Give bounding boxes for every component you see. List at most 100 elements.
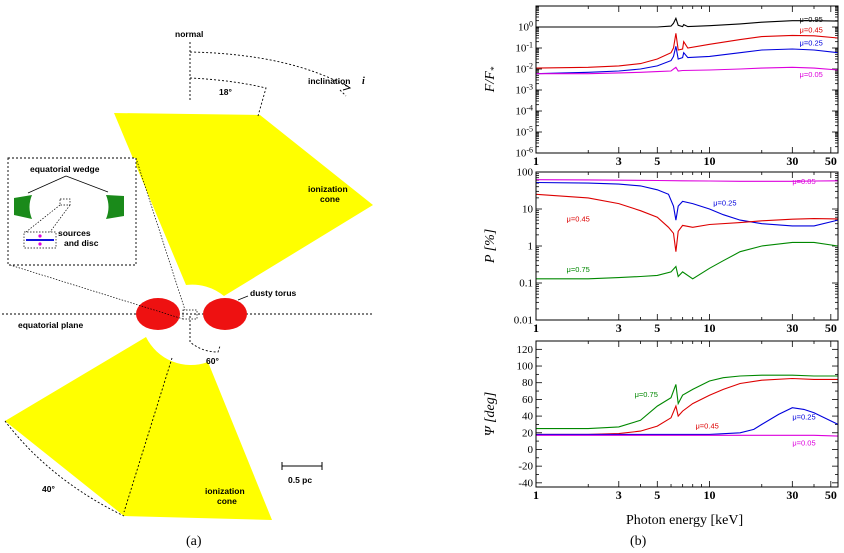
y-tick-label: -20 xyxy=(518,461,533,473)
dusty-torus-left xyxy=(136,298,180,330)
panel-frame xyxy=(535,5,839,154)
x-tick-label: 10 xyxy=(704,488,716,502)
x-tick-label: 3 xyxy=(616,154,622,168)
lower-cone-arc xyxy=(4,420,125,517)
series-line-polarization-0 xyxy=(536,179,838,182)
caption-b: (b) xyxy=(630,534,647,549)
arc-60-deg xyxy=(189,316,221,353)
y-tick-label: 60 xyxy=(522,394,534,406)
series-line-flux-1 xyxy=(536,33,838,69)
y-tick-label: 10-3 xyxy=(515,83,533,97)
series-label: μ=0.45 xyxy=(567,214,590,223)
panel-frame xyxy=(535,340,839,488)
central-region-box xyxy=(182,309,198,320)
x-tick-label: 50 xyxy=(825,321,837,335)
series-line-flux-2 xyxy=(536,46,838,75)
panel-flux: 1 3 5 10 30 50 10-6 10-5 10-4 10-3 10-2 10-1 100 μ=0.… xyxy=(483,5,839,168)
label-and-disc: and disc xyxy=(64,238,99,248)
x-tick-label: 50 xyxy=(825,488,837,502)
wedge-leader-left xyxy=(27,175,67,194)
y-tick-label: 100 xyxy=(518,20,533,34)
x-tick-label: 3 xyxy=(616,321,622,335)
caption-a: (a) xyxy=(186,534,202,549)
label-inclination: inclination xyxy=(308,76,351,86)
y-tick-label: 10 xyxy=(522,204,534,216)
upper-ionization-cone xyxy=(114,113,373,296)
inclination-pointer xyxy=(339,89,347,97)
y-tick-label: 0.1 xyxy=(519,278,533,290)
series-label: μ=0.45 xyxy=(800,25,823,34)
x-tick-label: 5 xyxy=(654,321,660,335)
panel-angle: 1 3 5 10 30 50 -40 -20 0 20 40 60 80 100 120 μ=0.75 μ=0.… xyxy=(483,340,839,502)
series-label: μ=0.25 xyxy=(800,39,823,48)
series-label: μ=0.05 xyxy=(792,438,815,447)
source-upper xyxy=(38,234,42,238)
series-line-flux-0 xyxy=(536,16,838,28)
y-axis-label: F/F* xyxy=(483,66,499,93)
label-ionization-cone-bottom-2: cone xyxy=(217,496,237,506)
label-equatorial-wedge: equatorial wedge xyxy=(30,164,100,174)
x-tick-label: 30 xyxy=(786,488,798,502)
y-tick-label: 100 xyxy=(517,361,534,373)
x-tick-label: 1 xyxy=(533,488,539,502)
series-label: μ=0.05 xyxy=(792,177,815,186)
x-tick-label: 1 xyxy=(533,154,539,168)
series-label: μ=0.25 xyxy=(713,198,736,207)
source-lower xyxy=(38,242,42,246)
inclination-arc xyxy=(189,51,351,89)
series-line-angle-2 xyxy=(536,407,838,435)
lower-cone-divider xyxy=(123,357,173,513)
label-ionization-cone-top-2: cone xyxy=(320,194,340,204)
y-tick-label: 10-2 xyxy=(515,62,533,76)
x-tick-label: 30 xyxy=(786,321,798,335)
y-tick-label: 0.01 xyxy=(514,315,533,327)
scale-bar xyxy=(281,462,323,470)
label-angle-18: 18° xyxy=(219,87,232,97)
series-line-angle-1 xyxy=(536,377,838,435)
y-tick-label: 1 xyxy=(528,241,534,253)
wedge-leader-right xyxy=(65,175,109,193)
x-tick-label: 30 xyxy=(786,154,798,168)
lower-ionization-cone xyxy=(5,337,272,520)
y-tick-label: 120 xyxy=(517,344,534,356)
y-tick-label: 10-1 xyxy=(515,41,533,55)
x-tick-label: 3 xyxy=(616,488,622,502)
label-equatorial-plane: equatorial plane xyxy=(18,320,83,330)
x-tick-label: 10 xyxy=(704,154,716,168)
series-label: μ=0.45 xyxy=(695,422,718,431)
series-line-polarization-3 xyxy=(536,241,838,280)
equatorial-wedge-left xyxy=(14,195,32,219)
series-label: μ=0.75 xyxy=(567,265,590,274)
y-tick-label: 10-4 xyxy=(515,104,533,118)
label-sources: sources xyxy=(58,228,91,238)
inclination-arrow xyxy=(342,83,352,91)
label-angle-60: 60° xyxy=(206,356,219,366)
panel-frame xyxy=(535,171,839,321)
label-ionization-cone-top-1: ionization xyxy=(308,184,348,194)
label-dusty-torus: dusty torus xyxy=(250,288,297,298)
y-tick-label: 80 xyxy=(522,377,534,389)
series-label: μ=0.25 xyxy=(792,412,815,421)
series-label: μ=0.95 xyxy=(800,15,823,24)
arc-18-deg xyxy=(189,77,267,117)
series-label: μ=0.75 xyxy=(635,390,658,399)
series-line-flux-3 xyxy=(536,66,838,75)
inner-zoom-leaders xyxy=(25,204,71,233)
x-tick-label: 5 xyxy=(654,154,660,168)
torus-label-leader xyxy=(237,295,249,301)
chart-xlabel: Photon energy [keV] xyxy=(626,513,743,528)
y-tick-label: 10-5 xyxy=(515,125,533,139)
label-scale-bar: 0.5 pc xyxy=(288,475,312,485)
label-inclination-symbol: i xyxy=(362,76,365,87)
y-tick-label: 40 xyxy=(522,411,534,423)
series-line-polarization-1 xyxy=(536,181,838,227)
inset-leader-top xyxy=(135,157,186,311)
x-tick-label: 50 xyxy=(825,154,837,168)
y-tick-label: 20 xyxy=(522,427,534,439)
y-axis-label: P [%] xyxy=(483,229,498,264)
series-line-polarization-2 xyxy=(536,193,838,252)
label-angle-40: 40° xyxy=(42,484,55,494)
x-tick-label: 5 xyxy=(654,488,660,502)
